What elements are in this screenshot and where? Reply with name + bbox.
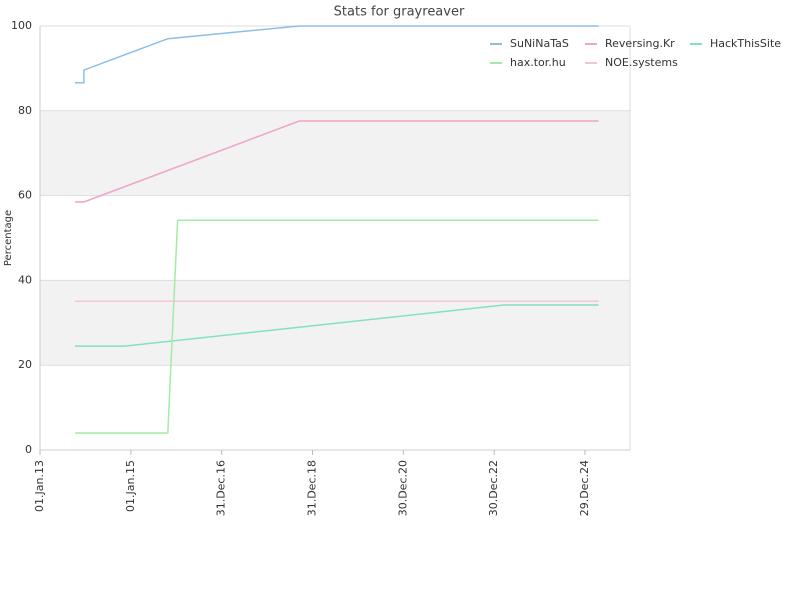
y-axis-label: Percentage [3, 210, 14, 266]
x-tick-label: 31.Dec.16 [215, 460, 228, 516]
chart-title: Stats for grayreaver [334, 5, 465, 20]
y-tick-label: 100 [11, 19, 32, 32]
x-tick-label: 01.Jan.15 [124, 460, 137, 512]
y-tick-label: 80 [18, 104, 32, 117]
series-line [75, 219, 599, 434]
legend-label: HackThisSite [710, 37, 781, 50]
x-tick-label: 29.Dec.24 [578, 460, 591, 516]
legend-label: Reversing.Kr [605, 37, 675, 50]
x-tick-label: 01.Jan.13 [33, 460, 46, 512]
series-line [75, 304, 599, 347]
x-tick-label: 31.Dec.18 [305, 460, 318, 516]
y-tick-label: 20 [18, 358, 32, 371]
series-line [75, 120, 599, 203]
legend-label: hax.tor.hu [510, 56, 566, 69]
x-tick-label: 30.Dec.22 [487, 460, 500, 516]
y-tick-label: 40 [18, 273, 32, 286]
y-tick-label: 0 [25, 443, 32, 456]
y-tick-label: 60 [18, 189, 32, 202]
series-line [75, 25, 599, 84]
legend-label: NOE.systems [605, 56, 678, 69]
grid-band [40, 110, 630, 196]
legend-label: SuNiNaTaS [510, 37, 569, 50]
x-tick-label: 30.Dec.20 [396, 460, 409, 516]
